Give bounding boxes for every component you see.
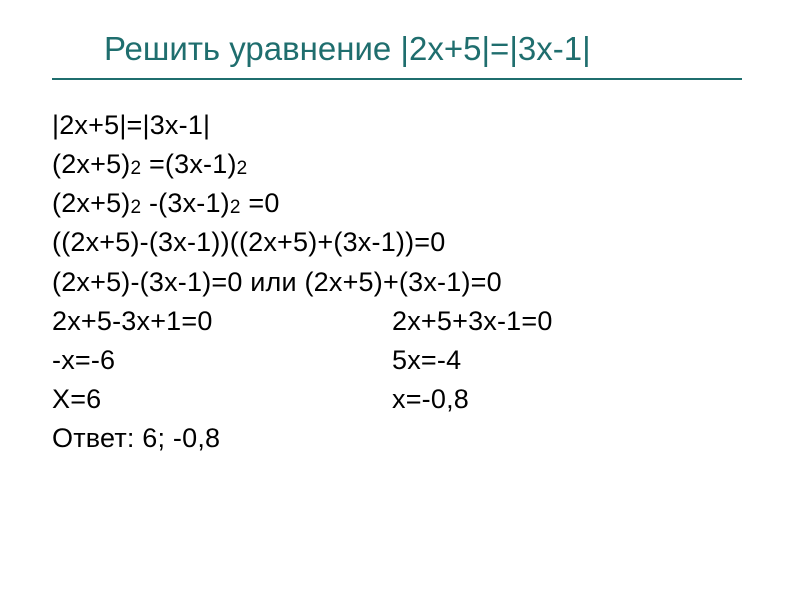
equation-line-left: 2х+5-3х+1=0	[52, 302, 392, 341]
equation-line-left: Х=6	[52, 380, 392, 419]
answer-line: Ответ: 6; -0,8	[52, 419, 760, 458]
eq-part: =0	[241, 188, 280, 218]
superscript: 2	[230, 197, 241, 218]
equation-line: ((2х+5)-(3х-1))((2х+5)+(3х-1))=0	[52, 223, 760, 262]
equation-line: |2х+5|=|3х-1|	[52, 106, 760, 145]
slide: Решить уравнение |2х+5|=|3х-1| |2х+5|=|3…	[0, 0, 800, 600]
content-block: |2х+5|=|3х-1| (2х+5)2 =(3х-1)2 (2х+5)2 -…	[52, 106, 760, 458]
eq-part: (2х+5)	[52, 149, 130, 179]
page-title: Решить уравнение |2х+5|=|3х-1|	[104, 30, 760, 68]
equation-line-right: х=-0,8	[392, 380, 760, 419]
eq-part: (2х+5)	[52, 188, 130, 218]
superscript: 2	[130, 197, 141, 218]
eq-part: -(3х-1)	[141, 188, 230, 218]
superscript: 2	[237, 158, 248, 179]
equation-line: (2х+5)-(3х-1)=0 или (2х+5)+(3х-1)=0	[52, 263, 760, 302]
equation-line-left: -х=-6	[52, 341, 392, 380]
eq-part: =(3х-1)	[141, 149, 236, 179]
equation-line-right: 5х=-4	[392, 341, 760, 380]
equation-line-right: 2х+5+3х-1=0	[392, 302, 760, 341]
title-underline	[52, 78, 742, 80]
equation-line: (2х+5)2 -(3х-1)2 =0	[52, 184, 760, 223]
equation-line: (2х+5)2 =(3х-1)2	[52, 145, 760, 184]
superscript: 2	[130, 158, 141, 179]
